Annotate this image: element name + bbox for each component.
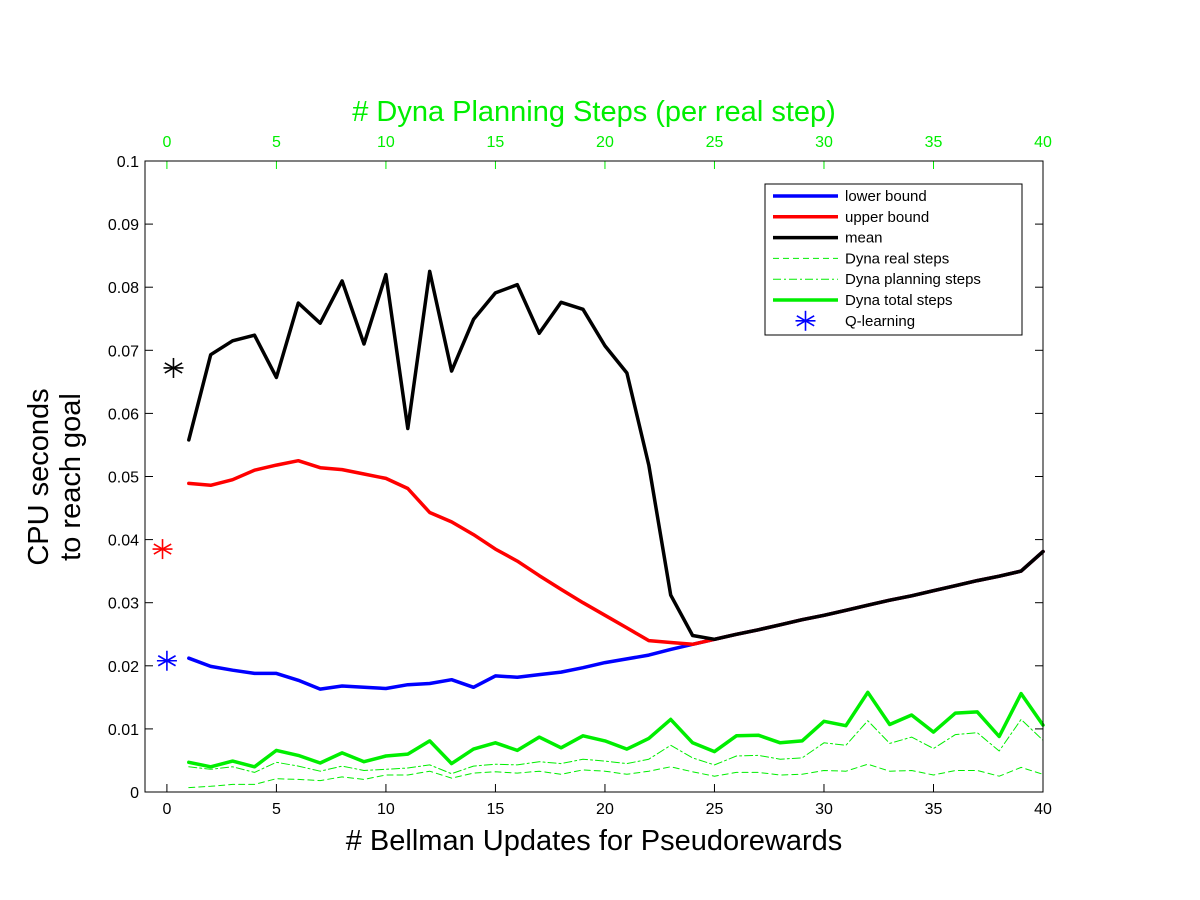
y-tick-label: 0.05 xyxy=(108,470,139,487)
legend-item: mean xyxy=(773,230,883,247)
y-tick-label: 0.06 xyxy=(108,406,139,423)
series-line-dyna-real-steps xyxy=(188,763,1044,789)
x-tick-label: 20 xyxy=(596,801,614,818)
top-tick-label: 0 xyxy=(162,134,171,151)
y-tick-label: 0.04 xyxy=(108,533,139,550)
top-tick-labels: 0 5 10 15 20 25 30 35 40 xyxy=(162,134,1052,151)
y-tick-labels: 0 0.01 0.02 0.03 0.04 0.05 0.06 0.07 0.08 0.09 0.1 xyxy=(108,154,139,802)
top-tick-label: 5 xyxy=(272,134,281,151)
x-tick-label: 10 xyxy=(377,801,395,818)
x-tick-label: 15 xyxy=(487,801,505,818)
y-tick-label: 0.09 xyxy=(108,217,139,234)
series-line-mean xyxy=(187,269,1045,642)
top-tick-label: 35 xyxy=(925,134,943,151)
top-tick-label: 10 xyxy=(377,134,395,151)
q-learning-markers xyxy=(152,357,184,671)
x-axis-title: # Bellman Updates for Pseudorewards xyxy=(346,825,842,857)
legend-label: Dyna total steps xyxy=(845,292,953,309)
legend-item: Dyna real steps xyxy=(773,250,949,267)
y-tick-label: 0.08 xyxy=(108,280,139,297)
legend-item: upper bound xyxy=(773,209,929,226)
x-tick-label: 0 xyxy=(162,801,171,818)
x-tick-label: 35 xyxy=(925,801,943,818)
legend-item: Dyna total steps xyxy=(773,292,953,309)
y-axis-title-line-1: CPU seconds xyxy=(23,388,55,565)
top-tick-label: 25 xyxy=(706,134,724,151)
legend-label: mean xyxy=(845,230,883,247)
legend-label: Dyna real steps xyxy=(845,250,949,267)
y-axis-title: CPU seconds to reach goal xyxy=(23,388,87,565)
x-tick-label: 25 xyxy=(706,801,724,818)
q-learning-marker-upper xyxy=(152,539,173,560)
y-tick-label: 0.1 xyxy=(117,154,139,171)
legend-item: Dyna planning steps xyxy=(773,271,981,288)
y-tick-label: 0.03 xyxy=(108,596,139,613)
legend-box xyxy=(764,183,1023,336)
series-layer xyxy=(187,269,1045,789)
top-tick-label: 40 xyxy=(1034,134,1052,151)
top-axis-title: # Dyna Planning Steps (per real step) xyxy=(352,96,836,128)
x-tick-labels: 0 5 10 15 20 25 30 35 40 xyxy=(162,801,1052,818)
q-learning-marker-mean xyxy=(163,357,184,378)
top-tick-label: 30 xyxy=(815,134,833,151)
x-tick-label: 40 xyxy=(1034,801,1052,818)
y-axis-title-line-2: to reach goal xyxy=(55,393,87,561)
plot-frame xyxy=(144,160,1044,793)
legend: lower bound upper bound mean Dyna real step… xyxy=(764,183,1023,336)
q-learning-marker-lower xyxy=(156,650,177,671)
legend-item: Q-learning xyxy=(795,310,915,331)
legend-label: Dyna planning steps xyxy=(845,271,981,288)
y-tick-label: 0 xyxy=(130,785,139,802)
x-tick-label: 5 xyxy=(272,801,281,818)
legend-item: lower bound xyxy=(773,188,927,205)
y-tick-label: 0.01 xyxy=(108,722,139,739)
series-line-dyna-planning-steps xyxy=(188,718,1044,775)
x-tick-label: 30 xyxy=(815,801,833,818)
y-tick-label: 0.02 xyxy=(108,659,139,676)
top-tick-label: 15 xyxy=(487,134,505,151)
legend-star-icon xyxy=(795,310,816,331)
legend-label: upper bound xyxy=(845,209,929,226)
y-tick-label: 0.07 xyxy=(108,343,139,360)
legend-label: lower bound xyxy=(845,188,927,205)
series-line-dyna-total-steps xyxy=(187,690,1045,769)
top-tick-label: 20 xyxy=(596,134,614,151)
legend-label: Q-learning xyxy=(845,313,915,330)
